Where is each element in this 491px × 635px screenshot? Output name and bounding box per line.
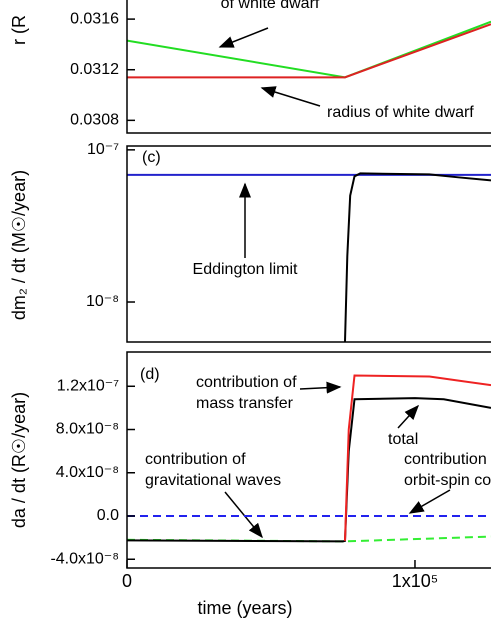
y-tick-label: 0.0316 [70,10,119,27]
arrow [397,404,420,429]
arrow [408,489,451,514]
y-tick-label: 0.0312 [70,61,119,78]
data-line [343,374,491,541]
annotation: Eddington limit [193,261,299,278]
annotation: contribution [404,451,487,468]
y-axis-label: r (R [9,15,29,45]
annotation: (d) [140,366,160,383]
plot-frame [126,0,491,134]
data-line [127,397,491,543]
annotation: gravitational waves [145,472,281,489]
data-line [127,23,491,79]
annotation: total [388,431,418,448]
arrow [224,491,263,539]
annotation: contribution of [196,374,297,391]
arrows [218,27,451,539]
y-axis-label: dm₂ / dt (M☉/year) [9,170,29,320]
y-tick-label: 1.2x10⁻⁷ [57,377,119,394]
arrow [218,27,269,48]
y-tick-label: 10⁻⁷ [87,141,119,158]
y-tick-label: 0.0308 [70,112,119,129]
annotation: of white dwarf [221,0,320,12]
annotation: orbit-spin co [404,472,491,489]
data-line [343,172,491,342]
arrow [299,381,342,394]
x-axis-label: time (years) [197,598,292,618]
y-tick-label: -4.0x10⁻⁸ [50,550,119,567]
plot-frame [126,351,491,569]
y-tick-label: 10⁻⁸ [86,293,119,310]
y-tick-label: 0.0 [97,507,119,524]
arrow [260,86,321,107]
y-axis-label: da / dt (R☉/year) [9,392,29,528]
annotation: contribution of [145,451,246,468]
annotation: radius of white dwarf [327,104,474,121]
y-tick-label: 8.0x10⁻⁸ [56,421,119,438]
annotation: (c) [142,149,161,166]
data-line [127,20,491,79]
x-tick-label: 0 [122,571,132,591]
x-tick-label: 1x10⁵ [392,571,439,591]
annotation: mass transfer [196,395,294,412]
y-tick-label: 4.0x10⁻⁸ [56,464,119,481]
plot-frame [126,145,491,343]
